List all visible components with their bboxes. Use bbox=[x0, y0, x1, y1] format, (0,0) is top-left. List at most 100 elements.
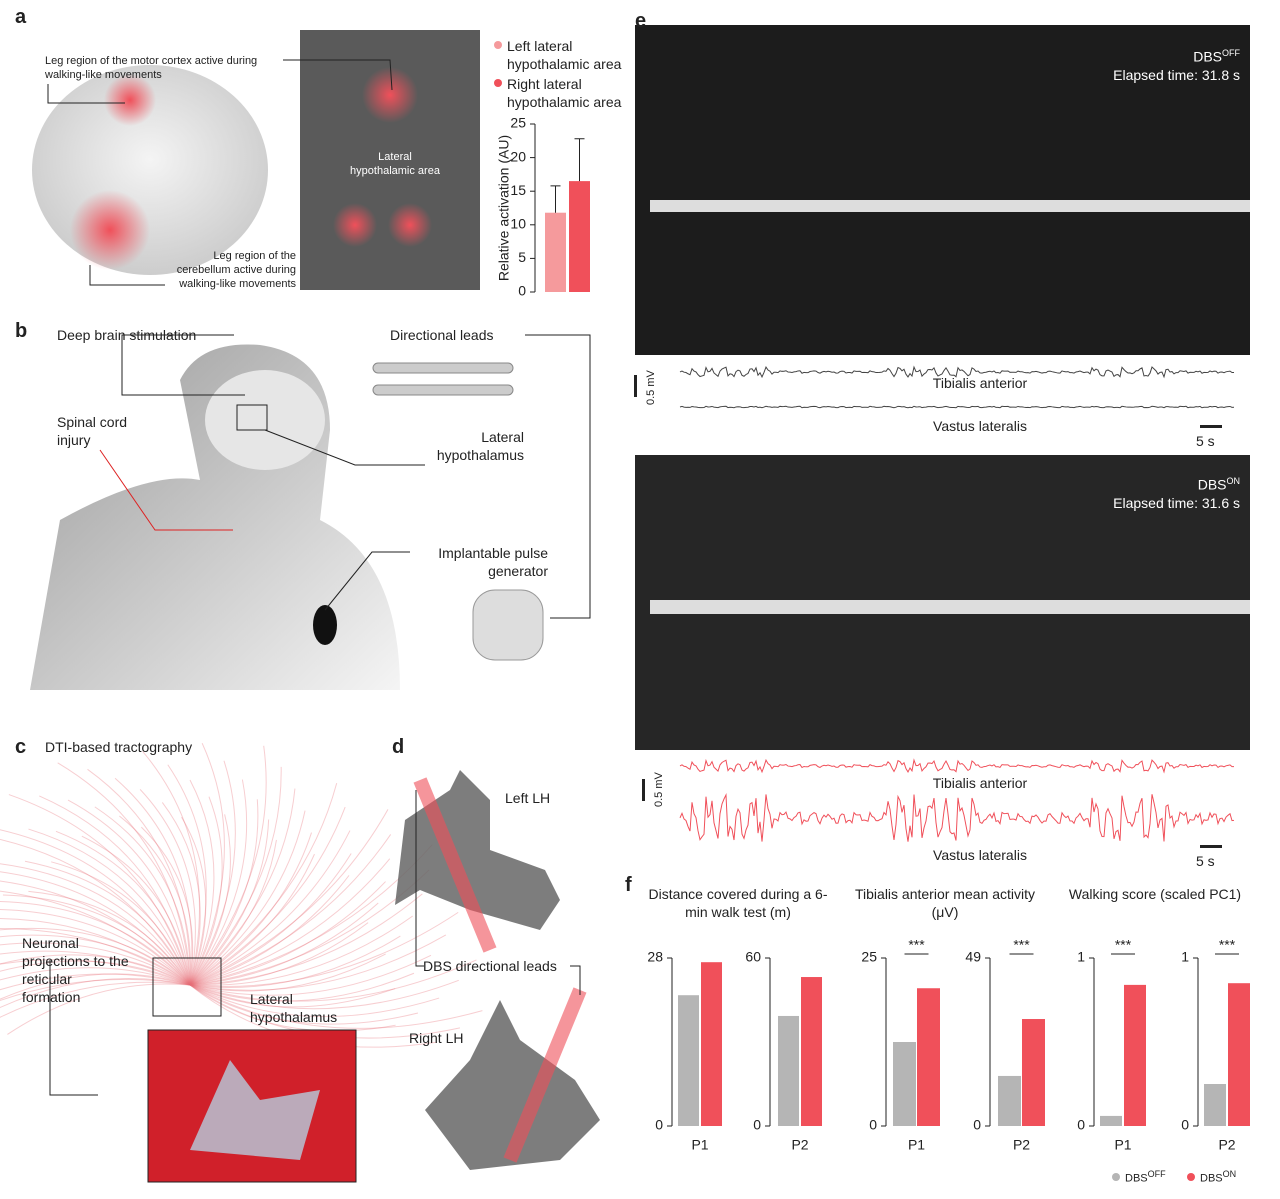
scale-label: 5 s bbox=[1196, 433, 1215, 449]
bar bbox=[1124, 984, 1146, 1126]
x-tick-label: P1 bbox=[691, 1137, 708, 1153]
lead bbox=[372, 362, 514, 374]
state-sup: OFF bbox=[1222, 48, 1240, 58]
tract-fiber bbox=[119, 815, 192, 986]
emg-trace bbox=[679, 405, 1235, 409]
tract-fiber bbox=[167, 764, 207, 986]
tract-fiber bbox=[0, 863, 191, 986]
y-tick-label: 0 bbox=[1077, 1117, 1085, 1133]
legend-label: Left lateral hypothalamic area bbox=[507, 38, 622, 72]
tract-fiber bbox=[189, 875, 350, 986]
tract-fiber bbox=[0, 928, 191, 986]
bar bbox=[917, 988, 940, 1126]
annotation: DTI-based tractography bbox=[45, 739, 193, 755]
y-tick-label: 49 bbox=[965, 949, 981, 965]
tract-fiber bbox=[189, 934, 447, 991]
tract-fiber bbox=[0, 871, 191, 986]
tract-fiber bbox=[189, 779, 248, 986]
tract-fiber bbox=[0, 934, 191, 986]
tract-fiber bbox=[0, 890, 191, 986]
bar bbox=[1100, 1115, 1122, 1126]
bar bbox=[1204, 1084, 1226, 1126]
chart-title: Tibialis anterior mean activity (μV) bbox=[855, 886, 1035, 920]
tract-fiber bbox=[189, 844, 433, 986]
activation-spot bbox=[70, 190, 150, 270]
tract-fiber bbox=[189, 809, 389, 986]
emg-trace bbox=[679, 793, 1235, 842]
y-tick-label: 20 bbox=[510, 148, 526, 164]
scale-bar bbox=[1200, 425, 1222, 428]
leader-line bbox=[264, 429, 425, 466]
panel-label: f bbox=[625, 874, 632, 896]
tract-fiber bbox=[0, 973, 191, 1000]
video-frame bbox=[635, 25, 1250, 355]
tract-fiber bbox=[7, 983, 191, 1035]
state-sup: ON bbox=[1222, 1169, 1237, 1179]
leader-line bbox=[570, 965, 581, 995]
leader-line bbox=[324, 551, 410, 611]
tract-fiber bbox=[87, 768, 191, 986]
y-tick-label: 0 bbox=[518, 283, 526, 299]
tract-fiber bbox=[189, 788, 296, 986]
tract-fiber bbox=[189, 984, 396, 1032]
state-sup: ON bbox=[1226, 476, 1241, 486]
tract-fiber bbox=[189, 902, 379, 986]
tract-fiber bbox=[8, 794, 191, 986]
y-tick-label: 25 bbox=[861, 949, 877, 965]
tract-fiber bbox=[0, 978, 191, 1009]
walking-bar bbox=[650, 200, 1250, 212]
tract-fiber bbox=[189, 796, 223, 986]
tract-fiber bbox=[189, 922, 369, 986]
leader-line bbox=[49, 960, 98, 1096]
legend-marker bbox=[1187, 1173, 1195, 1181]
y-tick-label: 10 bbox=[510, 216, 526, 232]
tract-fiber bbox=[0, 978, 191, 1002]
state-sup: OFF bbox=[1147, 1169, 1166, 1179]
annotation: Neuronal projections to the reticular fo… bbox=[22, 935, 129, 1005]
dbs-state: DBSON bbox=[1100, 472, 1240, 494]
x-tick-label: P1 bbox=[1114, 1137, 1131, 1153]
bar bbox=[893, 1042, 916, 1126]
tract-fiber bbox=[0, 967, 191, 986]
chart-title: Distance covered during a 6-min walk tes… bbox=[648, 886, 828, 920]
tract-fiber bbox=[189, 745, 267, 986]
tract-fiber bbox=[189, 819, 270, 986]
significance: *** bbox=[908, 937, 925, 953]
x-tick-label: P2 bbox=[791, 1137, 808, 1153]
legend-label: DBSON bbox=[1200, 1167, 1236, 1186]
y-tick-label: 60 bbox=[745, 949, 761, 965]
panel-label: c bbox=[15, 736, 27, 758]
bar bbox=[998, 1075, 1021, 1126]
significance: *** bbox=[1013, 937, 1030, 953]
emg-trace bbox=[679, 365, 1235, 379]
y-tick-label: 25 bbox=[510, 115, 526, 131]
tract-fiber bbox=[189, 893, 423, 986]
state-text: DBS bbox=[1200, 1172, 1223, 1185]
tract-fiber bbox=[189, 984, 419, 1025]
scale-label: 0.5 mV bbox=[653, 772, 665, 807]
tract-fiber bbox=[189, 743, 225, 986]
emg-traces bbox=[679, 365, 1235, 842]
elapsed-time: Elapsed time: 31.8 s bbox=[1113, 67, 1240, 83]
leader-line bbox=[525, 334, 591, 619]
tract-fiber bbox=[189, 839, 277, 986]
bar bbox=[778, 1015, 799, 1126]
tract-fiber bbox=[57, 762, 191, 986]
leader-line bbox=[121, 334, 245, 396]
tract-fiber bbox=[189, 984, 396, 1008]
y-tick-label: 0 bbox=[655, 1117, 663, 1133]
annotation: Right LH bbox=[409, 1030, 464, 1046]
y-tick-label: 0 bbox=[753, 1117, 761, 1133]
y-tick-label: 28 bbox=[647, 949, 663, 965]
x-tick-label: P2 bbox=[1013, 1137, 1030, 1153]
tract-fiber bbox=[0, 950, 191, 986]
tract-fiber bbox=[0, 901, 191, 986]
chart-title: Walking score (scaled PC1) bbox=[1068, 886, 1242, 902]
tract-fiber bbox=[189, 858, 391, 986]
leader-line bbox=[89, 265, 165, 286]
tract-fiber bbox=[189, 881, 386, 986]
generator-device bbox=[472, 589, 544, 661]
tract-fiber bbox=[189, 783, 338, 986]
tract-fiber bbox=[2, 894, 191, 986]
tract-fiber bbox=[28, 890, 191, 986]
